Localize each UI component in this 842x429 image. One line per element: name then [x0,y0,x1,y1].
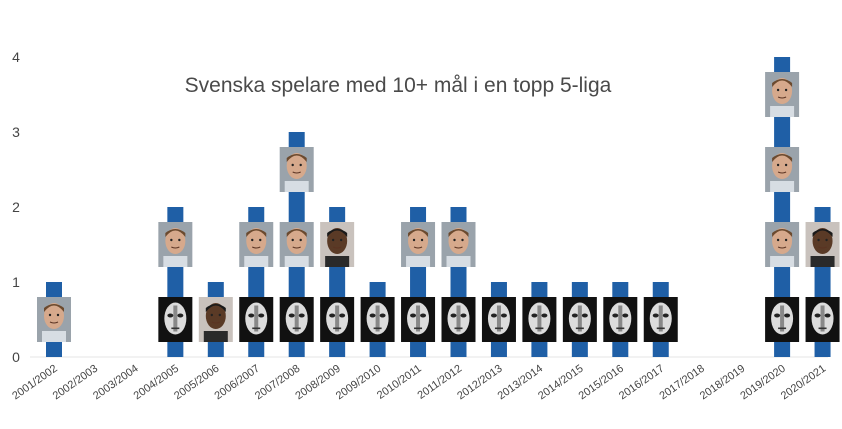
mask-icon [279,297,314,342]
mask-icon [320,297,355,342]
x-tick-label: 2010/2011 [375,363,424,402]
player-photo-icon [765,72,800,117]
x-axis: 2001/20022002/20032003/20042004/20052005… [10,363,828,403]
y-tick-label: 2 [12,199,20,215]
mask-icon [562,297,597,342]
mask-icon [239,297,274,342]
y-tick-label: 4 [12,49,20,65]
y-tick-label: 3 [12,124,20,140]
player-photo-icon [765,222,800,267]
player-photo-icon [401,222,436,267]
player-photo-icon [239,222,274,267]
player-photo-icon [320,222,355,267]
mask-icon [360,297,395,342]
mask-icon [481,297,516,342]
player-photo-icon [37,297,71,342]
player-photo-icon [765,147,800,192]
mask-icon [441,297,476,342]
y-tick-label: 0 [12,349,20,365]
mask-icon [643,297,678,342]
mask-icon [158,297,193,342]
player-photo-icon [441,222,476,267]
x-tick-label: 2009/2010 [334,363,383,403]
player-photo-icon [279,147,314,192]
mask-icon [603,297,638,342]
player-photo-icon [805,222,840,267]
mask-icon [522,297,557,342]
player-photo-icon [279,222,314,267]
mask-icon [805,297,840,342]
mask-icon [401,297,436,342]
y-axis: 0 1 2 3 4 [12,49,20,365]
bar [774,57,791,357]
mask-icon [765,297,800,342]
player-photo-icon [198,297,233,342]
player-markers [37,72,840,342]
player-photo-icon [158,222,193,267]
y-tick-label: 1 [12,274,20,290]
chart-title: Svenska spelare med 10+ mål i en topp 5-… [185,74,612,97]
x-tick-label: 2020/2021 [779,363,828,403]
